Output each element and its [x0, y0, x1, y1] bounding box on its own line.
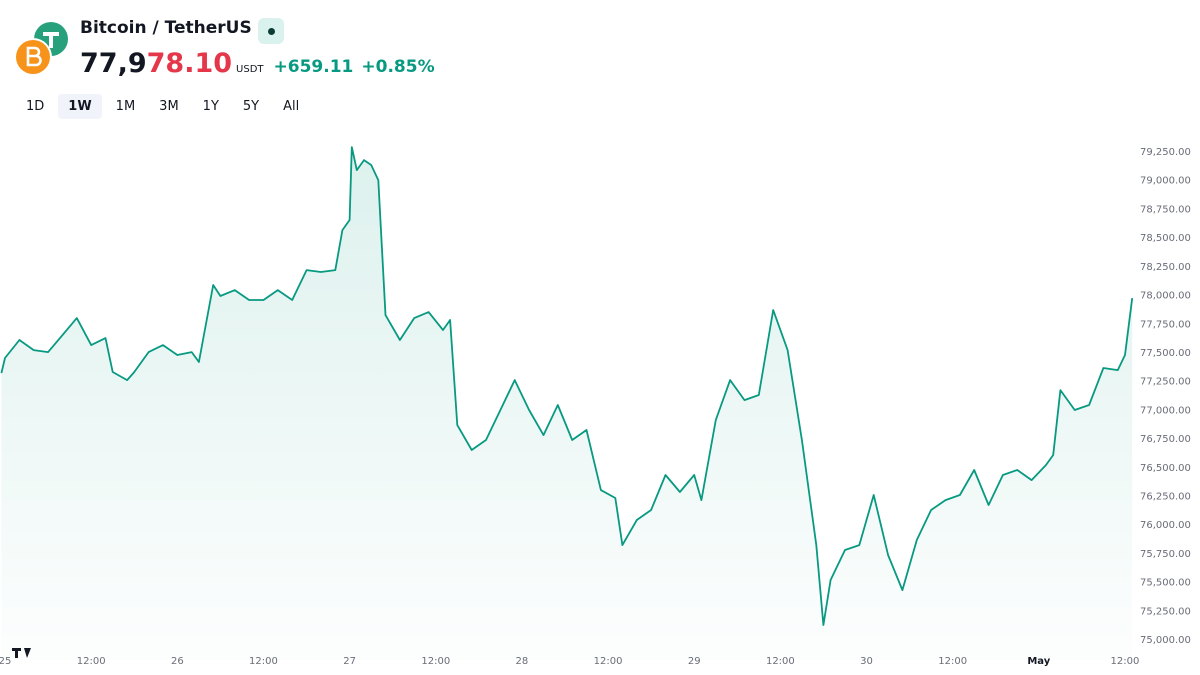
price-row: 77,978.10 USDT +659.11 +0.85% — [80, 48, 443, 79]
price-change-pct: +0.85% — [361, 57, 435, 77]
y-tick-label: 75,500.00 — [1140, 578, 1191, 589]
range-button[interactable]: 3M — [159, 99, 179, 114]
x-tick-label: 25 — [0, 656, 11, 667]
range-button[interactable]: 1M — [115, 99, 136, 114]
price-change: +659.11 — [273, 57, 354, 77]
y-tick-label: 78,000.00 — [1140, 291, 1191, 302]
y-tick-label: 77,500.00 — [1140, 348, 1191, 359]
pair-title: Bitcoin / TetherUS — [80, 18, 252, 38]
range-selector: 1D 1W 1M 3M 1Y 5Y All — [16, 94, 309, 119]
y-tick-label: 79,000.00 — [1140, 176, 1191, 187]
x-tick-label: 12:00 — [421, 656, 450, 667]
y-tick-label: 77,750.00 — [1140, 319, 1191, 330]
range-button[interactable]: All — [283, 99, 300, 114]
price-line — [0, 146, 1134, 626]
pair-icons — [14, 22, 68, 76]
last-price: 77,978.10 — [80, 48, 233, 79]
x-tick-label: 12:00 — [938, 656, 967, 667]
x-tick-label: 29 — [688, 656, 701, 667]
y-tick-label: 75,000.00 — [1140, 635, 1191, 646]
x-tick-label: 26 — [171, 656, 184, 667]
area-fill — [1, 147, 1133, 661]
range-button[interactable]: 1D — [26, 99, 45, 114]
range-button[interactable]: 1Y — [202, 99, 219, 114]
x-tick-label: 12:00 — [249, 656, 278, 667]
y-tick-label: 75,250.00 — [1140, 606, 1191, 617]
x-tick-label: 28 — [516, 656, 529, 667]
y-tick-label: 77,000.00 — [1140, 405, 1191, 416]
x-tick-label: 12:00 — [1111, 656, 1140, 667]
x-tick-label: 12:00 — [594, 656, 623, 667]
y-tick-label: 76,750.00 — [1140, 434, 1191, 445]
price-unit: USDT — [236, 64, 264, 75]
range-button[interactable]: 1W — [58, 94, 102, 119]
x-tick-label: May — [1027, 656, 1050, 667]
y-tick-label: 79,250.00 — [1140, 147, 1191, 158]
range-button[interactable]: 5Y — [242, 99, 260, 114]
x-tick-label: 12:00 — [766, 656, 795, 667]
y-tick-label: 78,250.00 — [1140, 262, 1191, 273]
y-tick-label: 76,500.00 — [1140, 463, 1191, 474]
market-status — [258, 18, 284, 44]
y-tick-label: 76,250.00 — [1140, 491, 1191, 502]
x-tick-label: 30 — [860, 656, 873, 667]
x-tick-label: 12:00 — [77, 656, 106, 667]
y-tick-label: 77,250.00 — [1140, 377, 1191, 388]
y-tick-label: 76,000.00 — [1140, 520, 1191, 531]
y-tick-label: 75,750.00 — [1140, 549, 1191, 560]
y-tick-label: 78,750.00 — [1140, 204, 1191, 215]
y-tick-label: 78,500.00 — [1140, 233, 1191, 244]
x-tick-label: 27 — [343, 656, 356, 667]
